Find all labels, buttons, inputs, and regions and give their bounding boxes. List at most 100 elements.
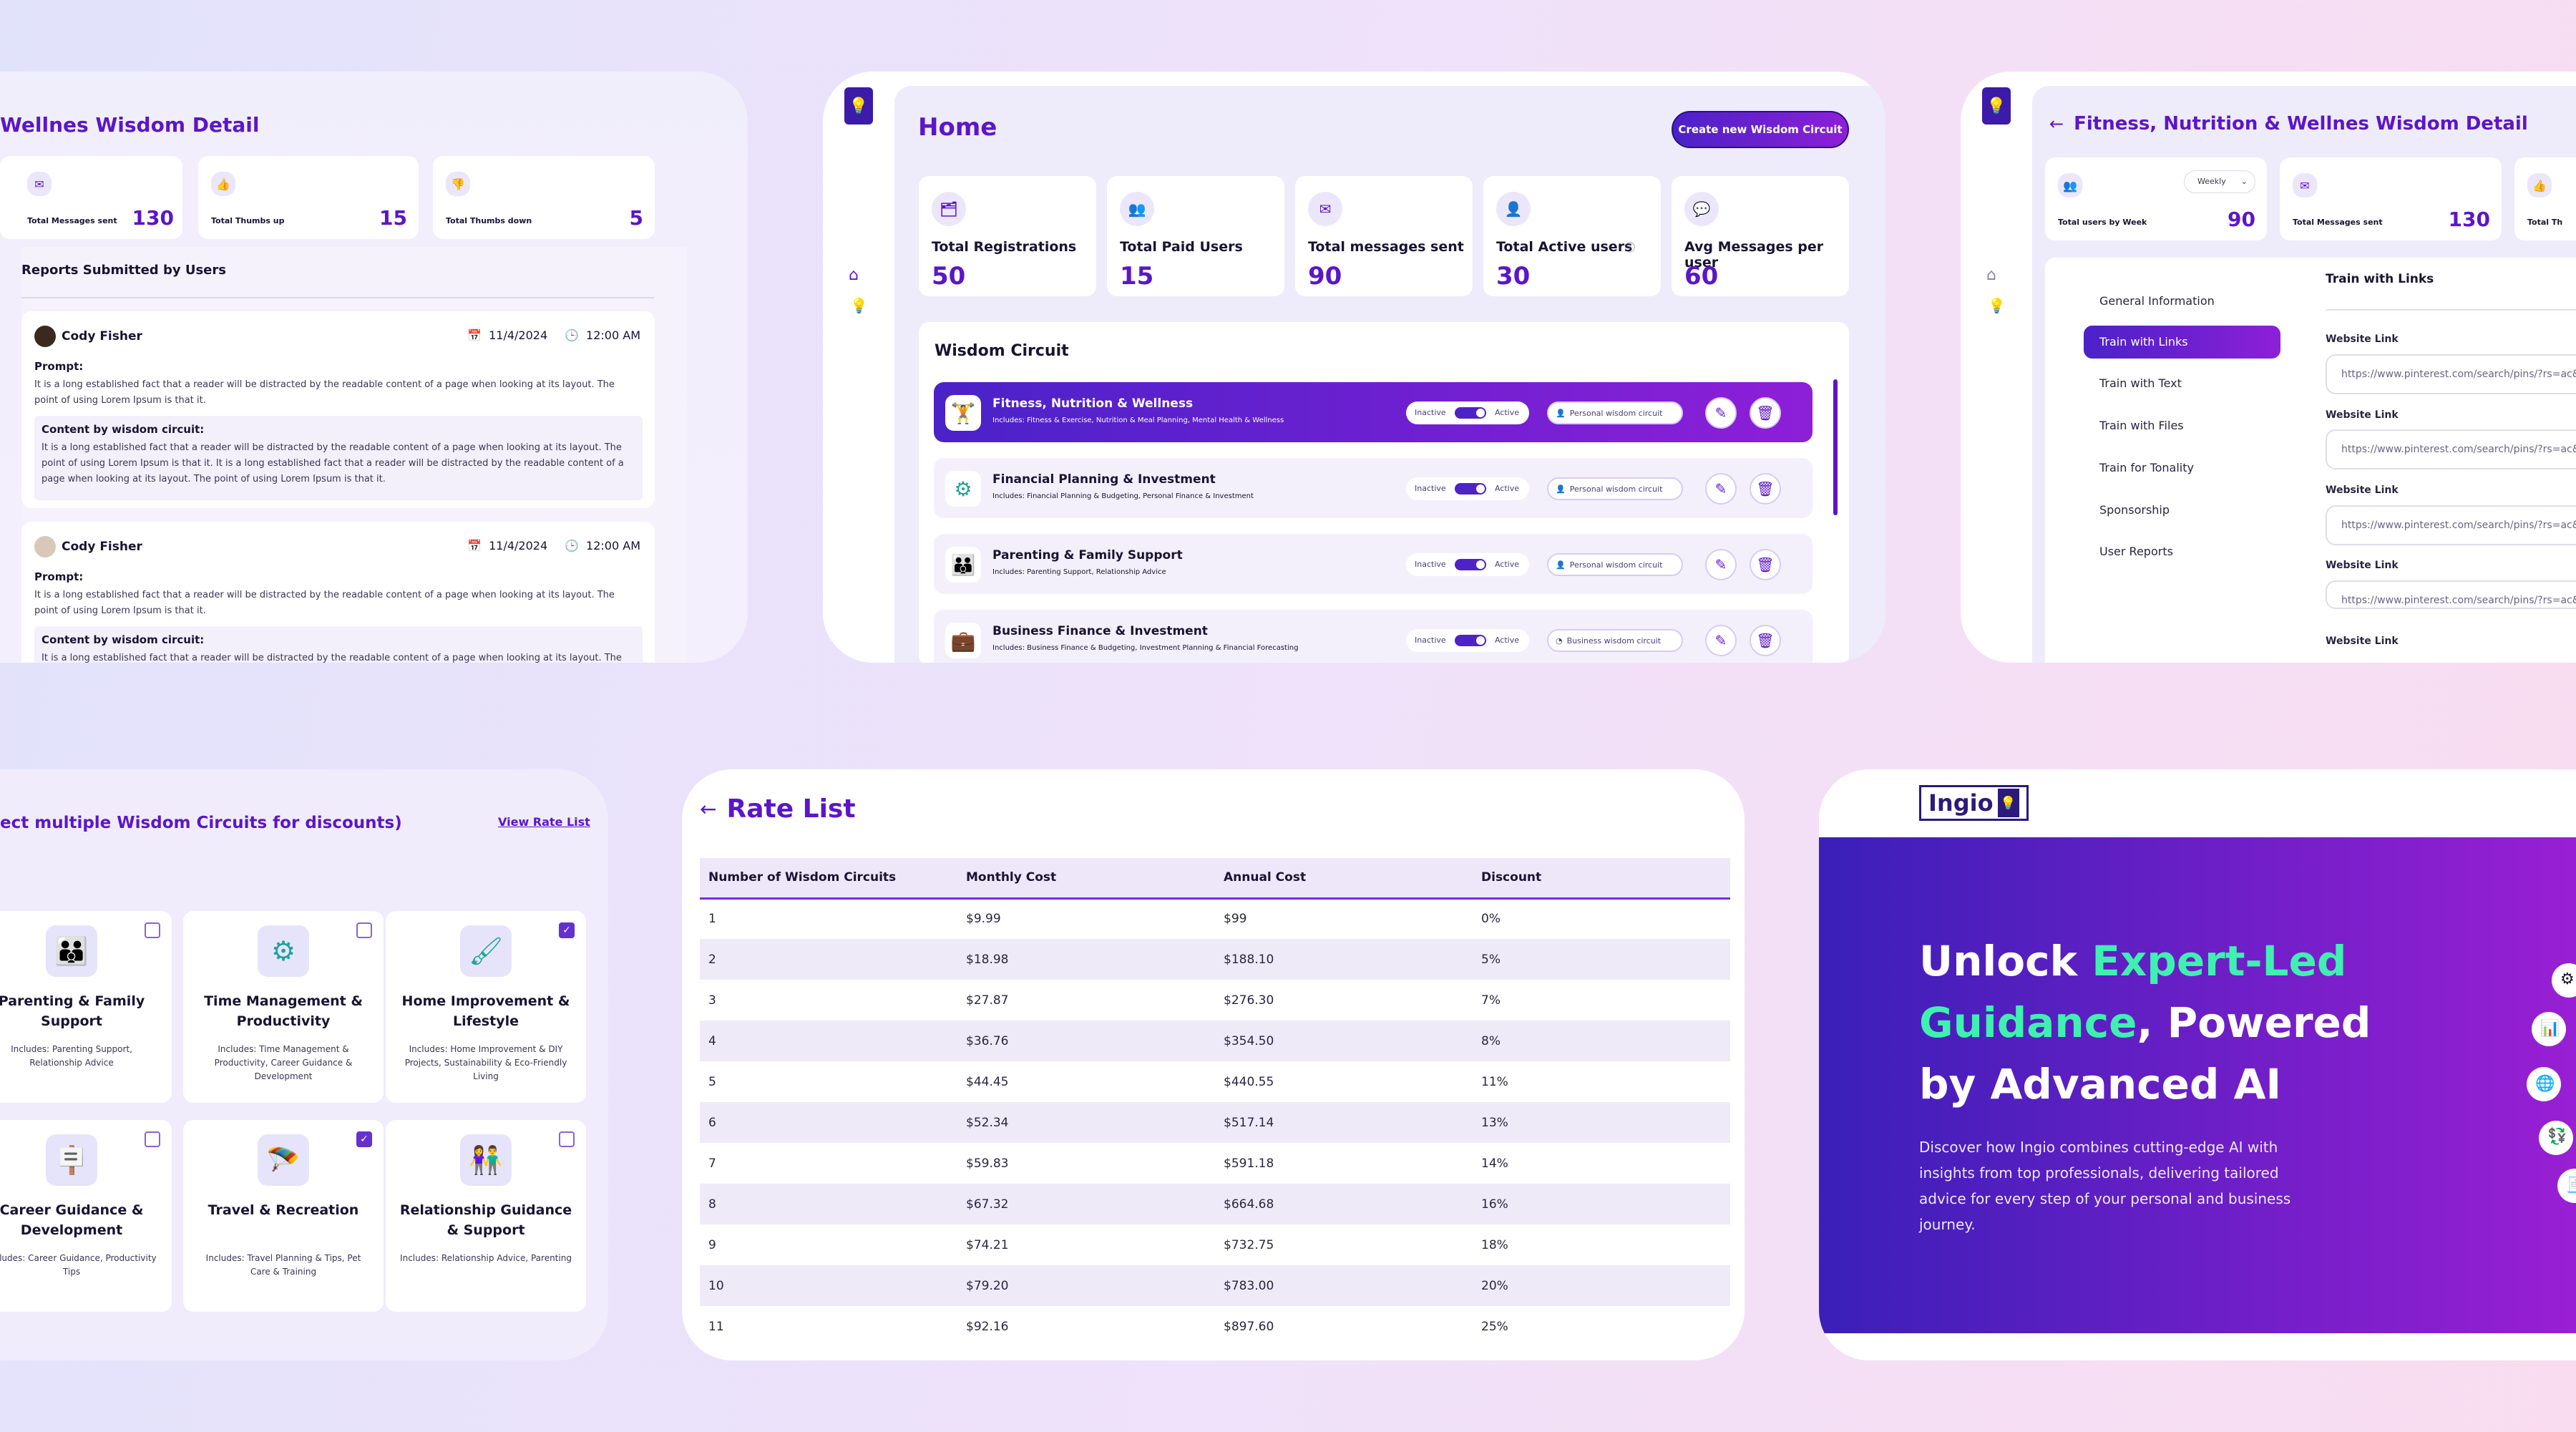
lightbulb-icon[interactable]: 💡: [1988, 297, 2006, 314]
circuit-checkbox[interactable]: [559, 1131, 575, 1147]
toggle-switch[interactable]: [1455, 407, 1486, 419]
stat-avg-messages: 💬 Avg Messages per user 60: [1672, 176, 1849, 296]
calendar-icon: 📅: [467, 539, 482, 552]
table-cell: $783.00: [1215, 1265, 1473, 1306]
table-cell: $36.76: [957, 1021, 1215, 1061]
wisdom-circuit-row[interactable]: ⚙ Financial Planning & Investment Includ…: [934, 458, 1813, 518]
website-link-input[interactable]: https://www.pinterest.com/search/pins/?r…: [2326, 354, 2576, 394]
wisdom-circuit-row[interactable]: 💼 Business Finance & Investment Includes…: [934, 610, 1813, 663]
delete-button[interactable]: 🗑: [1750, 473, 1781, 505]
stat-thumbs-up: 👍 Total Th: [2514, 157, 2576, 240]
circuit-card[interactable]: 🪧 Career Guidance & Development Includes…: [0, 1120, 172, 1312]
circuit-card[interactable]: ⚙ Time Management & Productivity Include…: [183, 911, 384, 1103]
toggle-active-label: Active: [1494, 408, 1519, 417]
table-cell: $67.32: [957, 1184, 1215, 1224]
edit-button[interactable]: ✎: [1705, 625, 1737, 656]
circuit-card[interactable]: 👫 Relationship Guidance & Support Includ…: [386, 1120, 586, 1312]
menu-train-for-tonality[interactable]: Train for Tonality: [2099, 461, 2194, 474]
stat-messages-sent: ✉ Total Messages sent 130: [0, 156, 182, 239]
delete-button[interactable]: 🗑: [1750, 549, 1781, 580]
menu-train-with-links[interactable]: Train with Links: [2084, 326, 2280, 359]
menu-train-with-files[interactable]: Train with Files: [2099, 419, 2184, 432]
badge-label: Personal wisdom circuit: [1569, 408, 1663, 418]
edit-button[interactable]: ✎: [1705, 397, 1737, 429]
circuit-checkbox[interactable]: ✓: [356, 1131, 372, 1147]
back-arrow-icon[interactable]: ←: [2049, 114, 2064, 134]
circuit-card[interactable]: 👪 Parenting & Family Support Includes: P…: [0, 911, 172, 1103]
table-cell: 7: [708, 1156, 716, 1171]
edit-button[interactable]: ✎: [1705, 473, 1737, 505]
table-cell: 5: [708, 1074, 716, 1089]
menu-user-reports[interactable]: User Reports: [2099, 545, 2173, 558]
wisdom-circuit-row[interactable]: 🏋 Fitness, Nutrition & Wellness Includes…: [934, 382, 1813, 442]
column-header: Number of Wisdom Circuits: [700, 858, 957, 900]
back-arrow-icon[interactable]: ←: [700, 797, 717, 821]
create-wisdom-circuit-button[interactable]: Create new Wisdom Circuit: [1672, 111, 1849, 148]
info-icon[interactable]: ⓘ: [1625, 243, 1635, 254]
toggle-switch[interactable]: [1455, 483, 1486, 495]
view-rate-list-link[interactable]: View Rate List: [498, 815, 590, 829]
orbit-node-icon: 🌐: [2535, 1075, 2555, 1093]
active-toggle[interactable]: Inactive Active: [1406, 401, 1529, 424]
table-cell: $732.75: [1224, 1237, 1274, 1252]
active-toggle[interactable]: Inactive Active: [1406, 629, 1529, 652]
table-cell: $517.14: [1215, 1102, 1473, 1143]
badge-label: Personal wisdom circuit: [1569, 484, 1663, 494]
column-header: Monthly Cost: [957, 858, 1215, 900]
home-icon[interactable]: ⌂: [849, 266, 859, 284]
circuit-card[interactable]: 🪂 ✓ Travel & Recreation Includes: Travel…: [183, 1120, 384, 1312]
circuit-checkbox[interactable]: [145, 1131, 160, 1147]
period-dropdown[interactable]: Weekly ⌄: [2184, 170, 2255, 193]
circuit-includes: Includes: Business Finance & Budgeting, …: [992, 644, 1299, 652]
circuit-type-badge: 👤 Personal wisdom circuit: [1547, 477, 1683, 500]
lightbulb-icon[interactable]: 💡: [850, 297, 868, 314]
active-toggle[interactable]: Inactive Active: [1406, 477, 1529, 500]
toggle-switch[interactable]: [1455, 559, 1486, 570]
website-link-input[interactable]: https://www.pinterest.com/search/pins/?r…: [2326, 505, 2576, 545]
website-link-input[interactable]: https://www.pinterest.com/search/pins/?r…: [2326, 580, 2576, 609]
thumbs-up-icon: 👍: [211, 172, 235, 196]
stat-value: 30: [1496, 262, 1531, 291]
active-toggle[interactable]: Inactive Active: [1406, 553, 1529, 576]
edit-button[interactable]: ✎: [1705, 549, 1737, 580]
wisdom-circuit-row[interactable]: 👪 Parenting & Family Support Includes: P…: [934, 534, 1813, 594]
circuit-checkbox[interactable]: [145, 922, 160, 938]
message-icon: ✉: [1308, 192, 1342, 226]
stat-total-active-users: 👤 Total Active users ⓘ 30: [1483, 176, 1661, 296]
stat-label: Total Messages sent: [27, 216, 117, 225]
circuit-checkbox[interactable]: ✓: [559, 922, 575, 938]
circuit-card[interactable]: 🖌 ✓ Home Improvement & Lifestyle Include…: [386, 911, 586, 1103]
app-logo-icon: 💡: [1982, 87, 2011, 125]
menu-general-information[interactable]: General Information: [2099, 294, 2215, 308]
website-link-label: Website Link: [2326, 635, 2399, 647]
menu-train-with-text[interactable]: Train with Text: [2099, 376, 2182, 390]
website-link-input[interactable]: https://www.pinterest.com/search/pins/?r…: [2326, 429, 2576, 469]
content-text: It is a long established fact that a rea…: [42, 653, 622, 663]
badge-label: Personal wisdom circuit: [1569, 560, 1663, 570]
family-icon: 👪: [46, 925, 97, 977]
table-cell: $52.34: [957, 1102, 1215, 1143]
paint-roller-icon: 🖌: [460, 925, 512, 977]
table-row: 2 $18.98 $188.10 5%: [700, 939, 1730, 980]
delete-button[interactable]: 🗑: [1750, 625, 1781, 656]
circuit-includes: Includes: Relationship Advice, Parenting: [400, 1253, 572, 1263]
home-icon[interactable]: ⌂: [1986, 266, 1996, 284]
table-cell: 10: [700, 1265, 957, 1306]
toggle-switch[interactable]: [1455, 635, 1486, 646]
headline-text: by Advanced AI: [1919, 1060, 2282, 1109]
table-cell: 4: [700, 1021, 957, 1061]
stat-total-messages-sent: ✉ Total messages sent 90: [1295, 176, 1473, 296]
avatar: [34, 326, 56, 347]
prompt-label: Prompt:: [34, 360, 84, 373]
scrollbar[interactable]: [1833, 379, 1838, 515]
delete-button[interactable]: 🗑: [1750, 397, 1781, 429]
table-cell: 0%: [1481, 912, 1501, 927]
toggle-active-label: Active: [1494, 560, 1519, 569]
content-box: Content by wisdom circuit: It is a long …: [34, 416, 643, 500]
circuit-includes: Includes: Parenting Support, Relationshi…: [11, 1044, 132, 1068]
message-icon: ✉: [2293, 173, 2317, 198]
menu-sponsorship[interactable]: Sponsorship: [2099, 503, 2170, 517]
user-icon: 👤: [1496, 192, 1531, 226]
circuit-checkbox[interactable]: [356, 922, 372, 938]
home-dashboard-card: 💡 ⌂ 💡 Home Create new Wisdom Circuit 🗂 T…: [823, 72, 1885, 663]
